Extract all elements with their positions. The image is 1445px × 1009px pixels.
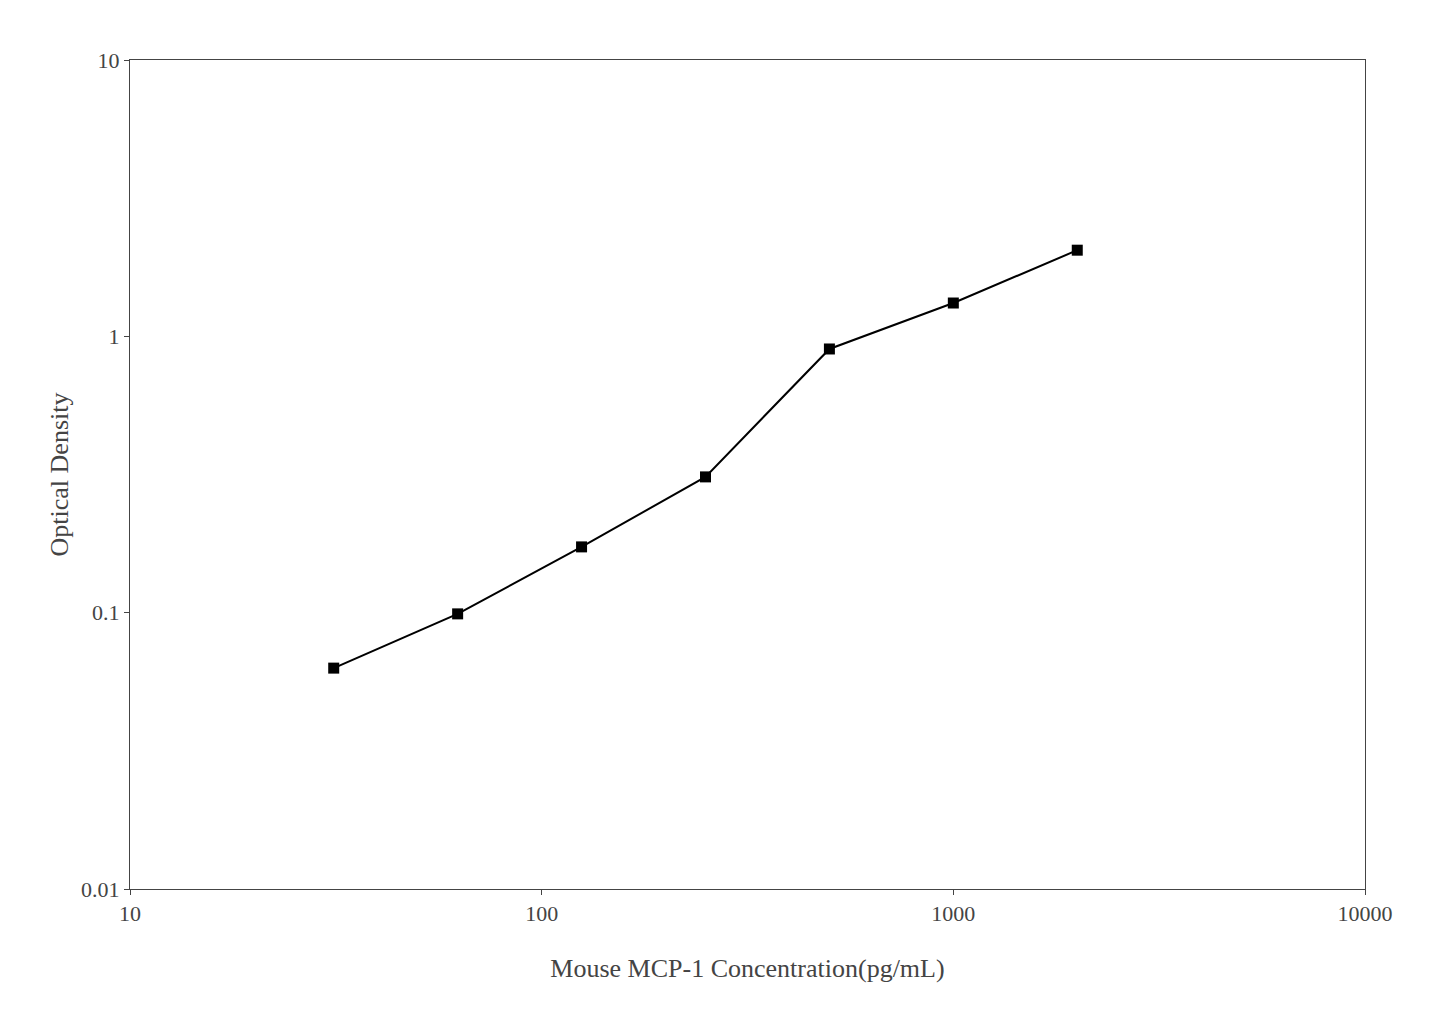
svg-text:1000: 1000 bbox=[931, 901, 975, 926]
svg-text:1: 1 bbox=[109, 324, 120, 349]
svg-text:10: 10 bbox=[119, 901, 141, 926]
svg-text:Optical Density: Optical Density bbox=[45, 393, 74, 557]
svg-text:10000: 10000 bbox=[1338, 901, 1393, 926]
svg-text:100: 100 bbox=[525, 901, 558, 926]
svg-text:10: 10 bbox=[98, 48, 120, 73]
svg-text:0.01: 0.01 bbox=[81, 877, 120, 902]
svg-text:Mouse MCP-1 Concentration(pg/m: Mouse MCP-1 Concentration(pg/mL) bbox=[550, 954, 944, 983]
svg-text:0.1: 0.1 bbox=[92, 600, 120, 625]
